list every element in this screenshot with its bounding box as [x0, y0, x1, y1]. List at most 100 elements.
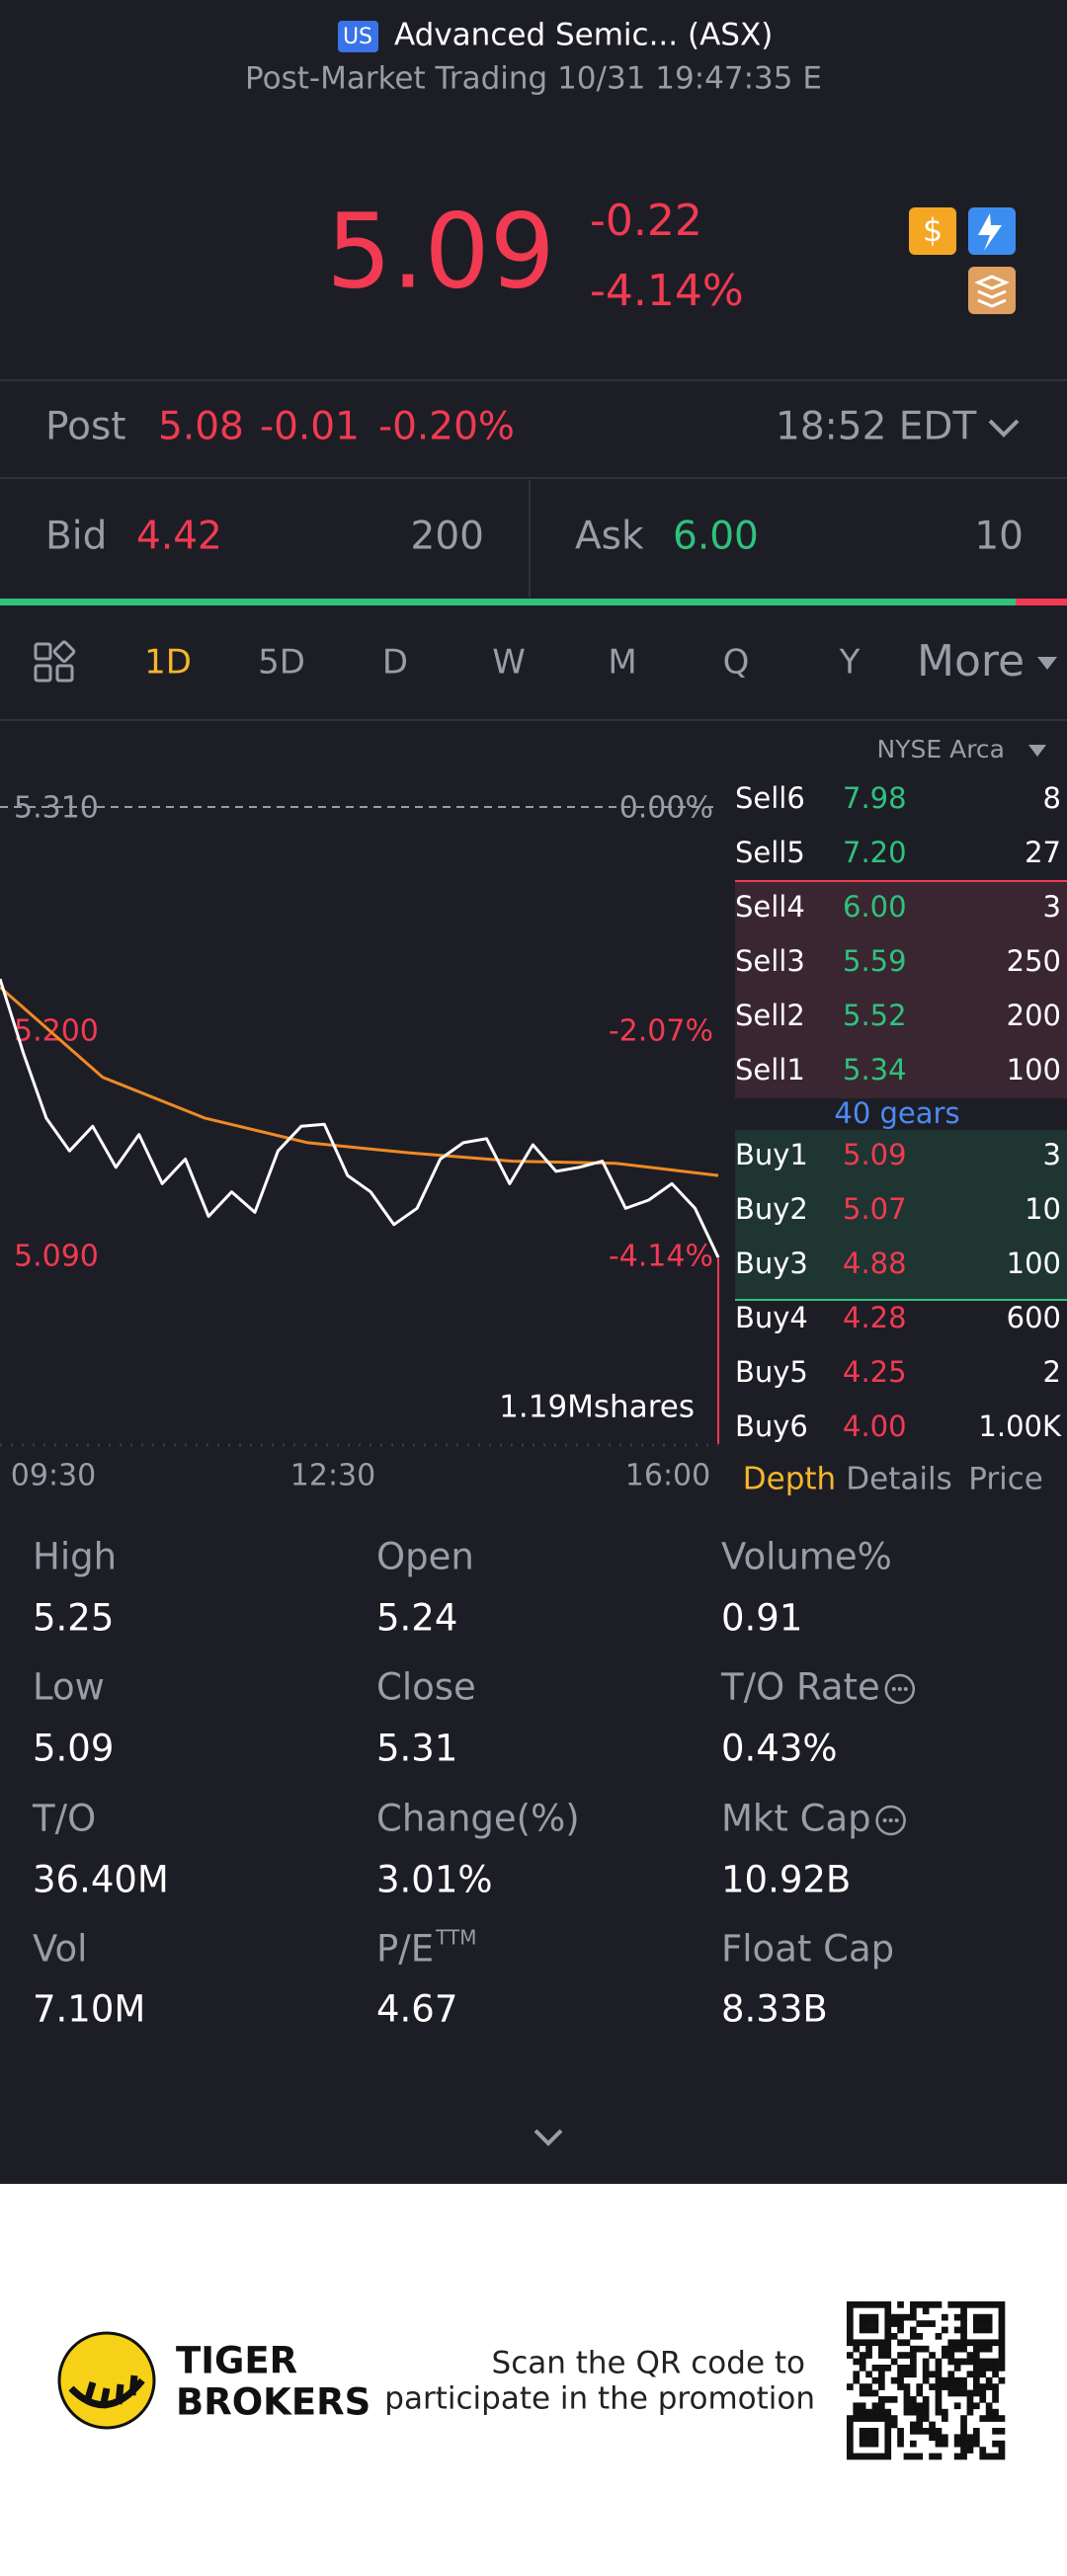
qr-module [853, 2301, 861, 2308]
period-tab[interactable]: Q [723, 643, 750, 683]
promo-line2: participate in the promotion [384, 2381, 815, 2417]
qr-module [942, 2434, 948, 2442]
period-tab[interactable]: More [917, 636, 1025, 686]
period-tab[interactable]: D [382, 643, 408, 683]
info-dot [903, 1687, 908, 1691]
period-tab[interactable]: Y [839, 643, 861, 683]
qr-module [859, 2415, 866, 2422]
qr-module [960, 2301, 967, 2308]
qr-module [916, 2428, 924, 2435]
qr-module [998, 2365, 1006, 2372]
qr-module [878, 2408, 885, 2416]
qr-module [979, 2415, 987, 2422]
stat-label: Volume% [721, 1536, 892, 1578]
qr-module [960, 2345, 967, 2353]
book-tab[interactable]: Depth [743, 1462, 836, 1497]
qr-module [884, 2339, 892, 2347]
info-icon[interactable] [884, 1673, 916, 1705]
bid-label: Bid [45, 515, 107, 559]
stock-title[interactable]: Advanced Semic... (ASX) [394, 18, 773, 53]
sell-highlight [735, 881, 1067, 1098]
qr-module [960, 2421, 967, 2429]
exchange-caret[interactable] [1028, 745, 1046, 757]
layout-icon[interactable] [34, 640, 76, 683]
qr-module [884, 2415, 892, 2422]
qr-module [935, 2396, 943, 2403]
collapse-chevron[interactable] [534, 2129, 563, 2146]
qr-module [935, 2301, 943, 2308]
qr-module [871, 2389, 879, 2397]
qr-module [922, 2396, 930, 2403]
qr-module [853, 2345, 861, 2353]
icon-glyph [974, 275, 1010, 308]
level-label: Sell6 [735, 781, 805, 815]
qr-module [853, 2339, 861, 2347]
qr-module [922, 2320, 930, 2327]
period-tab[interactable]: M [608, 643, 636, 683]
qr-module [966, 2301, 974, 2308]
qr-module [916, 2320, 924, 2327]
qr-module [859, 2453, 866, 2460]
qr-module [884, 2326, 892, 2334]
more-caret[interactable] [1037, 657, 1057, 670]
qr-module [929, 2371, 936, 2378]
book-tab[interactable]: Price [968, 1462, 1043, 1497]
info-dot [888, 1818, 893, 1822]
qr-module [973, 2383, 980, 2390]
qr-module [992, 2453, 999, 2460]
qr-module [985, 2358, 993, 2366]
qr-module [973, 2352, 980, 2359]
qr-module [865, 2371, 872, 2378]
level-qty: 27 [1025, 836, 1061, 869]
qr-module [859, 2389, 866, 2397]
qr-module [865, 2389, 872, 2397]
brand-line2: BROKERS [176, 2381, 370, 2424]
qr-module [871, 2415, 879, 2422]
qr-module [847, 2326, 854, 2334]
period-tab[interactable]: 1D [144, 643, 192, 683]
qr-module [998, 2345, 1006, 2353]
icon-dollar[interactable] [909, 207, 956, 255]
qr-module [865, 2453, 872, 2460]
qr-module [992, 2396, 999, 2403]
level-price: 4.28 [843, 1301, 907, 1334]
price-level: 5.310 [14, 791, 99, 826]
gears: 40 gears [834, 1096, 959, 1130]
qr-module [916, 2415, 924, 2422]
period-tab[interactable]: 5D [258, 643, 305, 683]
qr-module [884, 2453, 892, 2460]
price-line [0, 978, 720, 1258]
level-price: 5.59 [843, 944, 907, 978]
qr-module [985, 2376, 993, 2384]
qr-module [865, 2383, 872, 2390]
qr-module [960, 2326, 967, 2334]
change: -0.22 [590, 196, 702, 246]
period-tab[interactable]: W [492, 643, 526, 683]
qr-module [953, 2365, 961, 2372]
qr-module [859, 2383, 866, 2390]
qr-module [960, 2383, 967, 2390]
qr-module [942, 2376, 948, 2384]
qr-module [985, 2383, 993, 2390]
qr-module [960, 2453, 967, 2460]
info-icon[interactable] [875, 1805, 906, 1836]
qr-module [942, 2383, 948, 2390]
qr-module [890, 2313, 898, 2321]
qr-module [890, 2376, 898, 2384]
qr-module [935, 2371, 943, 2378]
qr-module [910, 2345, 917, 2353]
qr-module [953, 2301, 961, 2308]
level-qty: 10 [1025, 1192, 1061, 1226]
qr-module [910, 2396, 917, 2403]
exchange[interactable]: NYSE Arca [877, 735, 1005, 764]
qr-module [953, 2339, 961, 2347]
expand-chevron[interactable] [988, 419, 1020, 438]
stat-value: 0.91 [721, 1597, 802, 1640]
qr-module [973, 2339, 980, 2347]
qr-module [992, 2339, 999, 2347]
book-tab[interactable]: Details [846, 1462, 951, 1497]
qr-module [859, 2313, 866, 2321]
qr-module [884, 2333, 892, 2340]
qr-module [973, 2428, 980, 2435]
qr-module [847, 2301, 854, 2308]
